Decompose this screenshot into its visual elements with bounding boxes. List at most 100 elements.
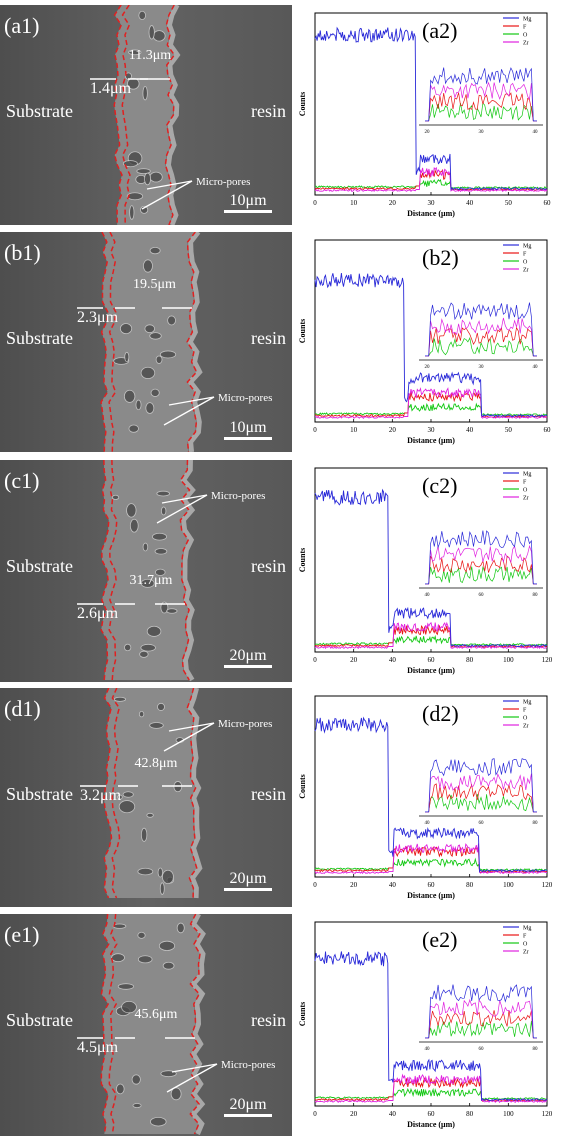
legend-entry: Zr	[523, 724, 529, 730]
pore	[149, 332, 162, 340]
pore	[149, 171, 163, 183]
pores-pointer	[163, 722, 215, 752]
figure-row: (c1) Substrate resin 31.7μm 2.6μm Micro-pores…	[0, 460, 563, 682]
resin-label: resin	[251, 328, 286, 348]
pore	[158, 940, 176, 951]
series-line-o	[314, 1087, 548, 1100]
legend-entry: O	[523, 942, 528, 948]
series-line-mg	[314, 26, 548, 191]
x-tick-label: 60	[428, 881, 436, 889]
figure-row: (a1) Substrate resin 11.3μm 1.4μm Micro-pores…	[0, 5, 563, 225]
figure-row: (b1) Substrate resin 19.5μm 2.3μm Micro-pores…	[0, 232, 563, 452]
pore	[170, 1087, 182, 1101]
pore	[121, 1000, 137, 1014]
legend-entry: Mg	[523, 244, 531, 250]
pore	[117, 794, 123, 800]
pore	[149, 246, 161, 255]
pore	[167, 315, 176, 326]
x-tick-label: 40	[466, 426, 474, 434]
x-tick-label: 120	[542, 881, 553, 889]
x-tick-label: 50	[505, 426, 513, 434]
legend-entry: O	[523, 260, 528, 266]
pore	[124, 643, 132, 652]
x-tick-label: 30	[428, 426, 436, 434]
substrate-label: Substrate	[6, 1010, 73, 1030]
x-tick-label: 40	[389, 656, 397, 664]
inner-boundary-line	[100, 914, 110, 1135]
inner-boundary-line	[100, 232, 109, 452]
pore	[162, 961, 175, 970]
scale-bar-label: 20μm	[229, 647, 267, 664]
legend-entry: Zr	[523, 496, 529, 502]
legend-entry: Mg	[523, 17, 531, 23]
inset-series-o	[425, 793, 537, 813]
legend-entry: O	[523, 488, 528, 494]
pore	[129, 205, 135, 220]
pore	[140, 578, 155, 588]
inset-series-f	[425, 1010, 537, 1039]
x-tick-label: 10	[350, 426, 358, 434]
pore	[139, 650, 149, 658]
scale-bar-label: 20μm	[229, 1096, 267, 1113]
substrate-label: Substrate	[6, 556, 73, 576]
pore	[129, 518, 139, 533]
inset-tick-label: 20	[425, 365, 431, 370]
micro-pores-label: Micro-pores	[221, 1059, 275, 1071]
outer-boundary-line	[189, 914, 201, 1135]
resin-edge	[187, 232, 203, 452]
inset-series-f	[425, 326, 537, 357]
pore	[137, 931, 146, 939]
eds-linescan-plot: 0 20 40 60 80 100 120 Distance (μm) Counts 40 60 80…	[297, 688, 561, 907]
legend-entry: Mg	[523, 926, 531, 932]
pore	[128, 49, 142, 56]
resin-label: resin	[251, 101, 286, 121]
eds-linescan-plot: 0 20 40 60 80 100 120 Distance (μm) Counts 40 60 80…	[297, 914, 561, 1136]
pore	[137, 867, 154, 876]
legend-entry: F	[523, 480, 527, 486]
inset-tick-label: 60	[479, 593, 485, 598]
coating-thickness: 45.6μm	[135, 1007, 178, 1022]
pore	[152, 30, 166, 42]
pore	[140, 366, 156, 379]
series-line-f	[314, 846, 548, 873]
inset-series-mg	[425, 302, 537, 357]
pore	[144, 172, 152, 186]
pore	[115, 1083, 125, 1095]
series-line-f	[314, 391, 548, 419]
inset-series-f	[425, 92, 537, 122]
resin-edge	[165, 5, 181, 225]
inset-tick-label: 40	[533, 130, 539, 135]
sem-image: (d1) Substrate resin 42.8μm 3.2μm Micro-pores…	[0, 688, 292, 907]
pore	[150, 1116, 167, 1127]
series-line-mg	[314, 488, 548, 648]
sem-image: (b1) Substrate resin 19.5μm 2.3μm Micro-pores…	[0, 232, 292, 452]
inner-layer-thickness: 4.5μm	[77, 1039, 119, 1056]
x-axis-label: Distance (μm)	[407, 1120, 455, 1129]
pore	[142, 542, 149, 552]
plot-panel-label: (c2)	[422, 473, 457, 498]
x-tick-label: 50	[505, 199, 513, 207]
legend-entry: F	[523, 934, 527, 940]
pore	[111, 953, 125, 963]
sem-image: (a1) Substrate resin 11.3μm 1.4μm Micro-pores…	[0, 5, 292, 225]
inset-series-zr	[425, 998, 537, 1039]
scale-bar	[224, 888, 272, 891]
panel-label: (d1)	[4, 696, 41, 721]
pore	[154, 548, 168, 555]
pores-pointer	[168, 396, 215, 406]
coating-thickness: 19.5μm	[133, 277, 176, 292]
pore	[126, 503, 137, 518]
inset-tick-label: 80	[533, 821, 539, 826]
resin-edge	[180, 460, 196, 682]
x-tick-label: 80	[466, 656, 474, 664]
inner-layer-line	[108, 914, 118, 1135]
pores-pointer	[141, 180, 193, 210]
x-tick-label: 100	[503, 1110, 514, 1118]
x-tick-label: 30	[428, 199, 436, 207]
x-tick-label: 40	[466, 199, 474, 207]
coating-thickness: 42.8μm	[135, 756, 178, 771]
pore	[159, 882, 165, 895]
inset-series-mg	[425, 530, 537, 585]
legend-entry: Zr	[523, 950, 529, 956]
pore	[140, 827, 148, 842]
